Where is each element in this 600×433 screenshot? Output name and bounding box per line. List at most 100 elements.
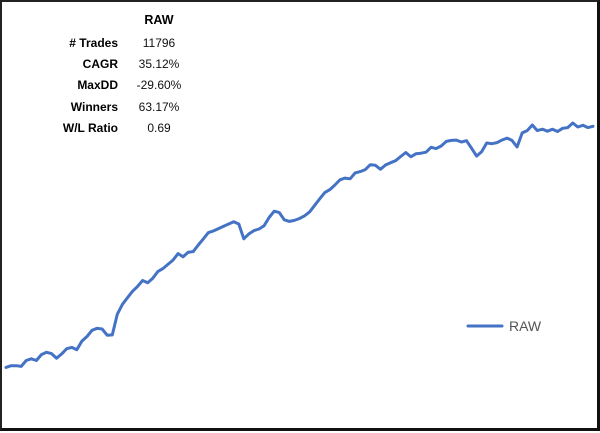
data-point <box>233 221 235 223</box>
data-point <box>516 146 518 148</box>
data-point <box>187 251 189 253</box>
data-point <box>217 228 220 230</box>
data-point <box>91 329 93 331</box>
data-point <box>56 357 58 359</box>
stats-table-header: RAW <box>144 13 173 27</box>
data-point <box>207 232 209 234</box>
data-point <box>162 268 164 270</box>
data-point <box>192 251 194 253</box>
data-point <box>496 142 498 144</box>
stat-label-cagr: CAGR <box>83 57 119 71</box>
data-point <box>293 219 295 221</box>
data-point <box>572 122 574 124</box>
legend-label-raw: RAW <box>509 318 542 334</box>
data-point <box>465 140 468 142</box>
data-point <box>61 353 63 355</box>
data-point <box>202 238 204 240</box>
data-point <box>359 171 361 173</box>
data-point <box>197 244 199 246</box>
data-point <box>567 127 569 129</box>
data-point <box>319 198 321 200</box>
data-point <box>551 128 554 130</box>
data-point <box>364 169 366 171</box>
data-point <box>354 172 356 174</box>
data-point <box>455 139 457 141</box>
data-point <box>96 327 98 329</box>
data-point <box>339 179 341 181</box>
data-point <box>45 351 48 353</box>
stats-table: RAW # Trades 11796 CAGR 35.12% MaxDD -29… <box>63 13 182 135</box>
data-point <box>562 127 564 129</box>
data-point <box>491 143 493 145</box>
stat-value-trades: 11796 <box>143 36 176 50</box>
data-point <box>582 124 584 126</box>
legend: RAW <box>466 318 542 334</box>
data-point <box>425 151 427 153</box>
stat-value-winners: 63.17% <box>139 100 180 114</box>
data-point <box>212 230 215 232</box>
data-point <box>592 125 594 127</box>
data-point <box>131 290 134 292</box>
data-point <box>304 215 306 217</box>
data-point <box>177 253 179 255</box>
data-point <box>167 263 169 265</box>
data-point <box>248 233 250 235</box>
data-point <box>344 177 346 179</box>
data-point <box>450 139 452 141</box>
data-point <box>253 230 255 232</box>
data-point <box>71 346 73 348</box>
data-point <box>445 140 447 142</box>
data-point <box>182 256 184 258</box>
data-point <box>126 297 128 299</box>
data-point <box>137 285 139 287</box>
data-point <box>390 162 392 164</box>
data-point <box>557 130 559 133</box>
data-point <box>111 334 113 336</box>
data-point <box>405 151 407 154</box>
data-point <box>121 303 123 305</box>
data-point <box>379 168 382 170</box>
data-point <box>546 130 549 132</box>
data-point <box>481 151 483 153</box>
data-point <box>395 160 397 162</box>
data-point <box>384 164 387 166</box>
data-point <box>420 152 422 154</box>
data-point <box>506 137 508 139</box>
data-point <box>66 348 68 350</box>
data-point <box>5 366 7 368</box>
data-point <box>486 142 488 144</box>
data-point <box>587 127 589 129</box>
data-point <box>283 219 285 221</box>
data-point <box>334 184 336 186</box>
data-point <box>263 225 265 227</box>
data-point <box>324 192 326 194</box>
data-point <box>268 216 270 219</box>
data-point <box>440 145 442 147</box>
data-point <box>349 178 351 180</box>
stat-label-maxdd: MaxDD <box>77 78 118 92</box>
data-point <box>25 359 27 362</box>
data-point <box>374 164 376 166</box>
data-point <box>238 223 240 225</box>
data-point <box>10 365 12 367</box>
data-point <box>541 128 544 130</box>
data-point <box>228 223 230 225</box>
data-point <box>116 313 118 315</box>
data-point <box>81 340 83 342</box>
data-point <box>526 130 528 132</box>
data-point <box>298 217 301 220</box>
data-point <box>536 130 538 132</box>
data-point <box>577 126 579 128</box>
data-point <box>172 259 174 261</box>
data-point <box>40 354 43 356</box>
data-point <box>511 139 513 141</box>
stat-value-wl-ratio: 0.69 <box>147 121 171 135</box>
data-point <box>430 146 432 148</box>
data-point <box>309 211 311 213</box>
data-point <box>471 147 473 149</box>
data-point <box>20 365 22 367</box>
data-point <box>35 359 38 362</box>
data-point <box>76 349 78 351</box>
